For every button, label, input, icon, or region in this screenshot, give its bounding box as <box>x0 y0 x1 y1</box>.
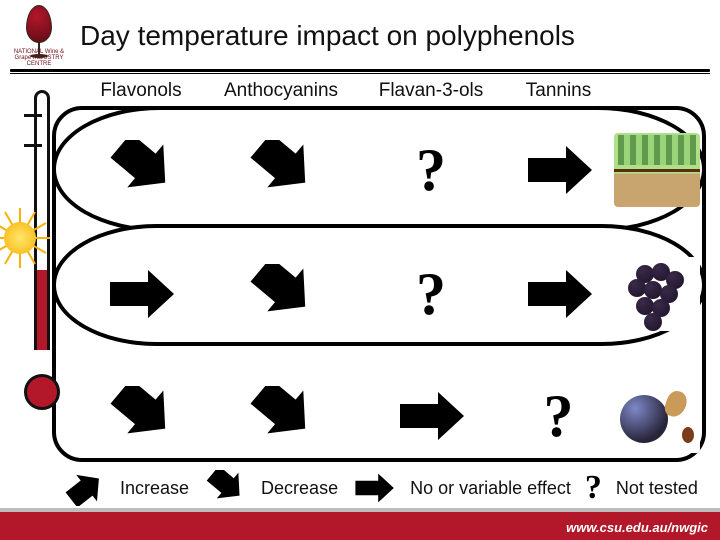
sun-icon <box>0 208 50 268</box>
neutral-arrow-icon <box>352 470 396 506</box>
slide-title: Day temperature impact on polyphenols <box>80 20 575 52</box>
legend: Increase Decrease No or variable effect … <box>62 470 710 506</box>
logo-subtitle: NATIONAL Wine & Grape INDUSTRY CENTRE <box>8 49 70 67</box>
grape-bunch-image <box>614 257 700 331</box>
neutral-arrow-icon <box>396 386 466 446</box>
decrease-arrow-icon <box>246 386 316 446</box>
row-1: ? <box>76 130 703 210</box>
unknown-icon: ? <box>585 471 602 505</box>
decrease-arrow-icon <box>203 470 247 506</box>
legend-neutral: No or variable effect <box>410 478 571 499</box>
header-divider <box>10 69 710 72</box>
header: NATIONAL Wine & Grape INDUSTRY CENTRE Da… <box>0 0 720 72</box>
neutral-arrow-icon <box>524 140 594 200</box>
legend-decrease: Decrease <box>261 478 338 499</box>
decrease-arrow-icon <box>106 140 176 200</box>
unknown-icon: ? <box>544 391 574 441</box>
logo-wine-glass: NATIONAL Wine & Grape INDUSTRY CENTRE <box>10 5 68 67</box>
col-tannins: Tannins <box>506 80 611 102</box>
increase-arrow-icon <box>62 470 106 506</box>
vineyard-canopy-image <box>614 133 700 207</box>
col-anthocyanins: Anthocyanins <box>206 80 356 102</box>
row-3: ? <box>76 376 703 456</box>
berry-seed-image <box>614 379 700 453</box>
legend-unknown: Not tested <box>616 478 698 499</box>
col-flavonols: Flavonols <box>76 80 206 102</box>
decrease-arrow-icon <box>106 386 176 446</box>
col-flavan3ols: Flavan-3-ols <box>356 80 506 102</box>
column-headers: Flavonols Anthocyanins Flavan-3-ols Tann… <box>76 80 704 114</box>
unknown-icon: ? <box>416 145 446 195</box>
neutral-arrow-icon <box>524 264 594 324</box>
unknown-icon: ? <box>416 269 446 319</box>
slide: { "title": "Day temperature impact on po… <box>0 0 720 540</box>
legend-increase: Increase <box>120 478 189 499</box>
neutral-arrow-icon <box>106 264 176 324</box>
decrease-arrow-icon <box>246 140 316 200</box>
decrease-arrow-icon <box>246 264 316 324</box>
row-2: ? <box>76 254 703 334</box>
footer-url: www.csu.edu.au/nwgic <box>566 520 708 535</box>
